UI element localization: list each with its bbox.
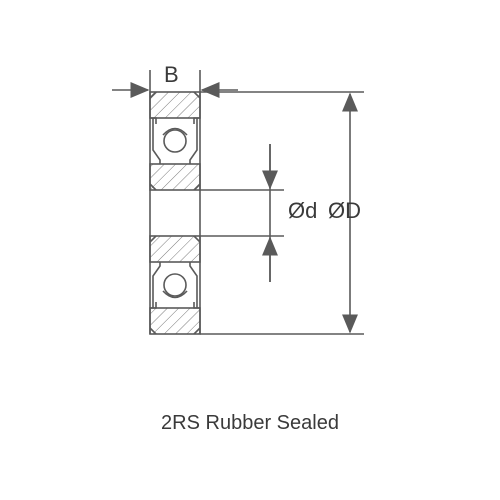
- dimension-d: [200, 144, 284, 282]
- label-B: B: [164, 62, 179, 87]
- caption: 2RS Rubber Sealed: [0, 412, 500, 435]
- label-D: ØD: [328, 198, 361, 223]
- bearing-diagram-stage: B Ød ØD 2RS Rubber Sealed: [0, 0, 500, 500]
- label-d: Ød: [288, 198, 317, 223]
